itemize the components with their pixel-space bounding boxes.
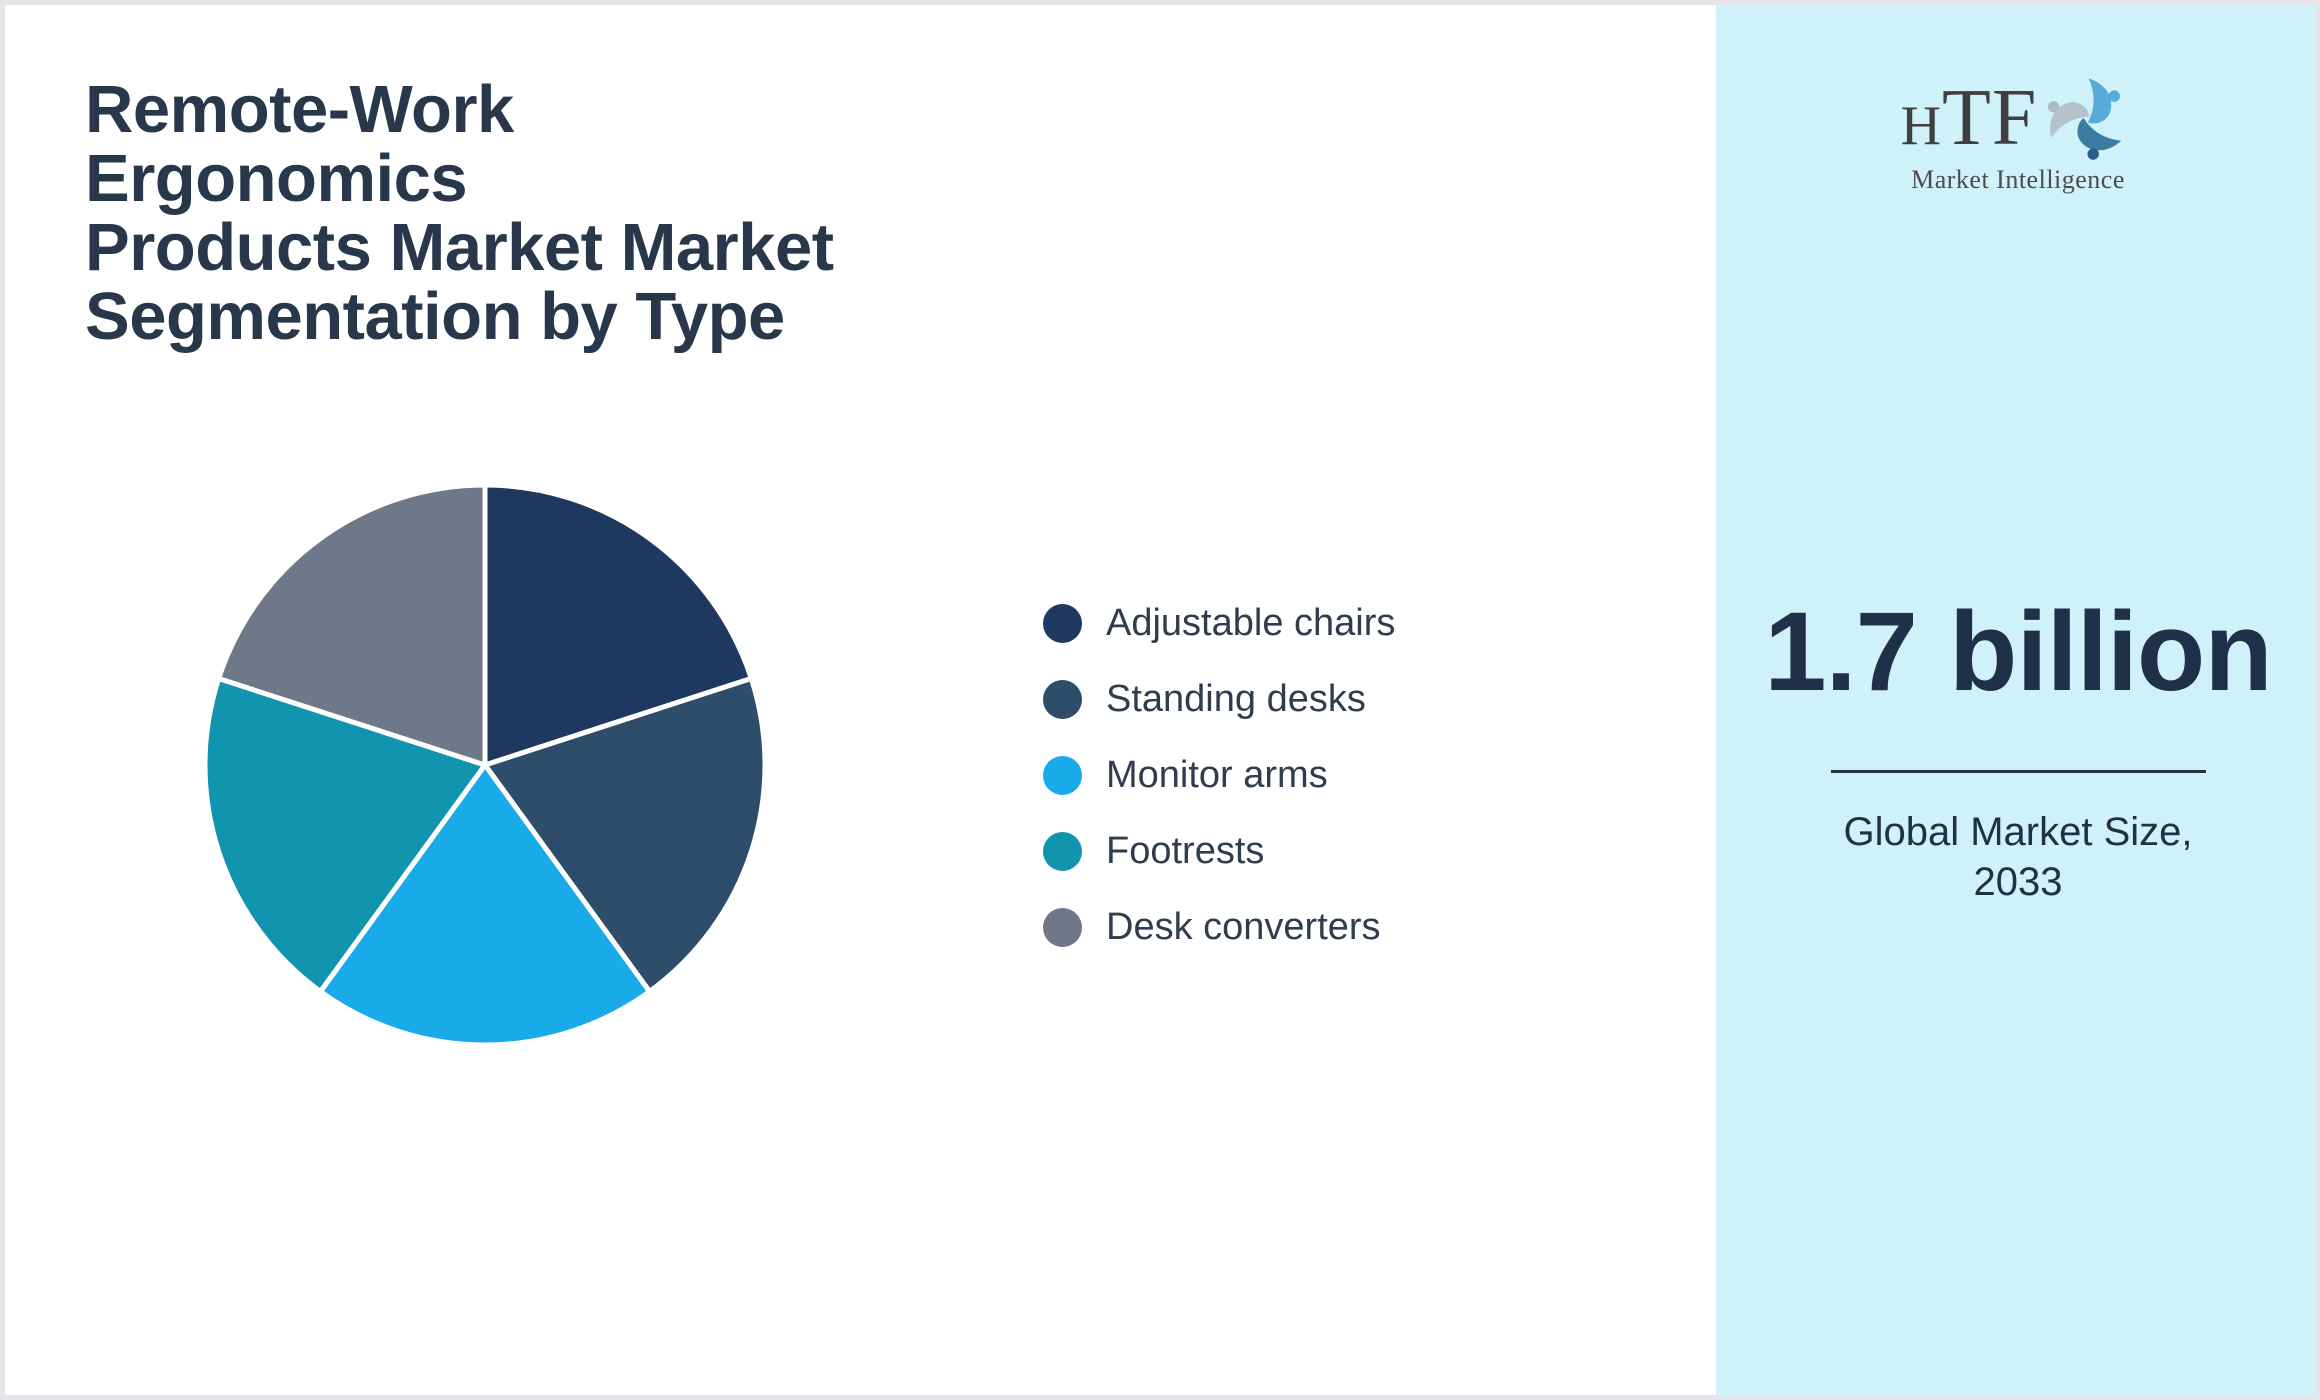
pie-slice-standing-desks	[482, 675, 768, 995]
dolphin-shape	[2077, 118, 2122, 160]
market-size-block: 1.7 billion Global Market Size, 2033	[1716, 596, 2320, 907]
chart-title: Remote-Work Ergonomics Products Market M…	[85, 71, 834, 354]
legend-label: Standing desks	[1106, 678, 1366, 720]
legend-swatch-icon	[1043, 755, 1082, 795]
legend-swatch-icon	[1043, 603, 1082, 643]
pie-chart	[185, 465, 785, 1065]
dolphin-shape	[2048, 101, 2091, 138]
htf-logo-letters-tf: TF	[1942, 74, 2038, 162]
pie-chart-svg	[202, 482, 768, 1048]
market-size-panel: HTF Market Intelligence 1.7 billion Glob…	[1716, 0, 2320, 1400]
htf-logo-letter-h: H	[1900, 95, 1943, 157]
htf-logo: HTF Market Intelligence	[1716, 78, 2320, 194]
legend-swatch-icon	[1043, 907, 1082, 947]
divider-line	[1830, 770, 2206, 773]
htf-logo-text: HTF	[1901, 78, 2038, 166]
market-size-caption: Global Market Size, 2033	[1843, 810, 2193, 904]
pie-slice-monitor-arms	[317, 762, 653, 1048]
htf-logo-row: HTF	[1901, 78, 2136, 166]
legend-label: Desk converters	[1106, 906, 1381, 948]
htf-logo-subtext: Market Intelligence	[1911, 165, 2125, 194]
legend-label: Adjustable chairs	[1106, 602, 1396, 644]
legend-item: Desk converters	[1043, 905, 1395, 949]
legend-label: Footrests	[1106, 830, 1265, 872]
dolphin-swirl-icon	[2048, 78, 2122, 160]
legend-item: Monitor arms	[1043, 753, 1395, 797]
pie-slice-footrests	[202, 675, 488, 995]
pie-slice-desk-converters	[216, 482, 488, 768]
legend-item: Adjustable chairs	[1043, 601, 1395, 645]
legend: Adjustable chairs Standing desks Monitor a…	[1043, 601, 1395, 949]
legend-item: Footrests	[1043, 829, 1395, 873]
legend-swatch-icon	[1043, 679, 1082, 719]
legend-label: Monitor arms	[1106, 754, 1328, 796]
legend-swatch-icon	[1043, 831, 1082, 871]
market-size-value: 1.7 billion	[1764, 589, 2273, 714]
dolphin-shape	[2088, 78, 2121, 124]
pie-slice-adjustable-chairs	[482, 482, 754, 768]
legend-item: Standing desks	[1043, 677, 1395, 721]
